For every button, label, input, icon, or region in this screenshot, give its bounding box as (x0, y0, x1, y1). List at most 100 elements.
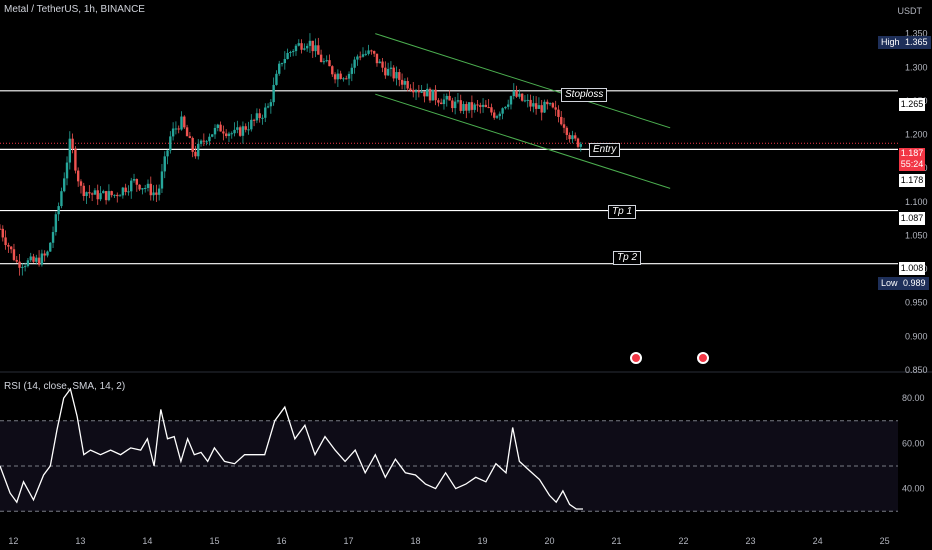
candle-body (46, 251, 49, 256)
candle-body (51, 232, 55, 243)
price-tick-label: 1.100 (905, 197, 928, 207)
candle-body (476, 104, 479, 106)
candle-body (431, 89, 435, 101)
candle-body (191, 137, 194, 152)
candle-body (0, 228, 2, 230)
candle-body (325, 60, 328, 62)
candle-body (554, 107, 557, 110)
candle-body (250, 119, 253, 130)
entry-price-badge: 1.178 (899, 174, 925, 187)
candle-body (152, 192, 155, 196)
candle-body (579, 144, 582, 147)
candle-body (392, 67, 395, 79)
low-text: Low (881, 278, 898, 288)
candle-body (305, 45, 309, 49)
candle-body (266, 106, 270, 108)
candle-body (367, 50, 370, 54)
candle-body (386, 68, 390, 76)
candle-body (546, 101, 549, 105)
symbol-header[interactable]: Metal / TetherUS, 1h, BINANCE (4, 4, 145, 15)
currency-label: USDT (897, 6, 923, 16)
candle-body (230, 133, 233, 135)
candle-body (21, 266, 24, 268)
candle-body (233, 129, 236, 134)
candle-body (412, 89, 415, 93)
candle-body (65, 162, 69, 179)
time-tick-label: 15 (209, 536, 219, 546)
candle-body (116, 194, 119, 197)
candle-body (532, 103, 535, 107)
price-tick-label: 1.350 (905, 29, 928, 39)
rsi-indicator-label[interactable]: RSI (14, close, SMA, 14, 2) (4, 381, 126, 392)
candle-body (384, 67, 387, 76)
candle-body (211, 134, 214, 137)
candle-body (515, 90, 518, 97)
candle-body (506, 104, 510, 107)
tp2-label[interactable]: Tp 2 (613, 251, 642, 265)
event-pin-icon[interactable] (630, 352, 642, 364)
candle-body (118, 195, 122, 197)
price-tick-label: 1.200 (905, 130, 928, 140)
candle-body (308, 40, 312, 46)
candle-body (169, 136, 172, 151)
candle-body (224, 133, 228, 137)
candle-body (364, 53, 367, 55)
candle-body (40, 253, 44, 265)
candle-body (236, 127, 239, 130)
stoploss-label[interactable]: Stoploss (561, 88, 608, 102)
candle-body (272, 84, 275, 103)
entry-label[interactable]: Entry (589, 143, 621, 157)
candle-body (278, 63, 281, 74)
candle-body (289, 52, 292, 54)
candle-body (205, 141, 208, 143)
time-tick-label: 25 (880, 536, 890, 546)
time-tick-label: 16 (276, 536, 286, 546)
time-tick-label: 19 (477, 536, 487, 546)
candle-body (303, 48, 306, 50)
candle-body (571, 135, 574, 140)
candle-body (244, 126, 247, 130)
candle-body (356, 56, 359, 60)
tp2-price-badge: 1.008 (899, 262, 925, 275)
candle-body (183, 116, 186, 128)
candle-body (300, 43, 303, 50)
tp1-price-badge: 1.087 (899, 212, 925, 225)
candle-body (110, 191, 113, 196)
candle-body (104, 191, 108, 201)
high-value: 1.365 (905, 37, 928, 47)
candle-body (15, 259, 18, 262)
candle-body (479, 105, 482, 107)
tp1-label[interactable]: Tp 1 (608, 205, 637, 219)
candle-body (389, 67, 393, 69)
price-tick-label: 1.300 (905, 62, 928, 72)
candle-body (107, 191, 111, 201)
time-tick-label: 20 (545, 536, 555, 546)
candle-body (322, 61, 326, 63)
candle-body (445, 95, 448, 100)
candle-body (537, 105, 541, 109)
candle-body (328, 60, 331, 67)
candle-body (311, 40, 314, 52)
candle-body (35, 257, 38, 262)
candle-body (493, 112, 496, 118)
candle-body (331, 66, 334, 75)
candle-body (258, 113, 261, 119)
candle-body (85, 192, 88, 197)
candle-body (180, 116, 183, 130)
time-tick-label: 12 (8, 536, 18, 546)
candle-body (7, 245, 10, 247)
candle-body (543, 101, 546, 113)
candle-body (238, 127, 242, 136)
candle-body (188, 136, 192, 138)
candle-body (127, 191, 130, 193)
candle-body (490, 107, 493, 113)
candle-body (141, 188, 144, 190)
candle-body (557, 109, 560, 117)
candle-body (342, 78, 345, 80)
event-pin-icon[interactable] (697, 352, 709, 364)
channel-lower-line (375, 93, 671, 189)
candle-body (138, 184, 141, 190)
candle-body (171, 128, 175, 137)
candle-body (264, 107, 267, 118)
